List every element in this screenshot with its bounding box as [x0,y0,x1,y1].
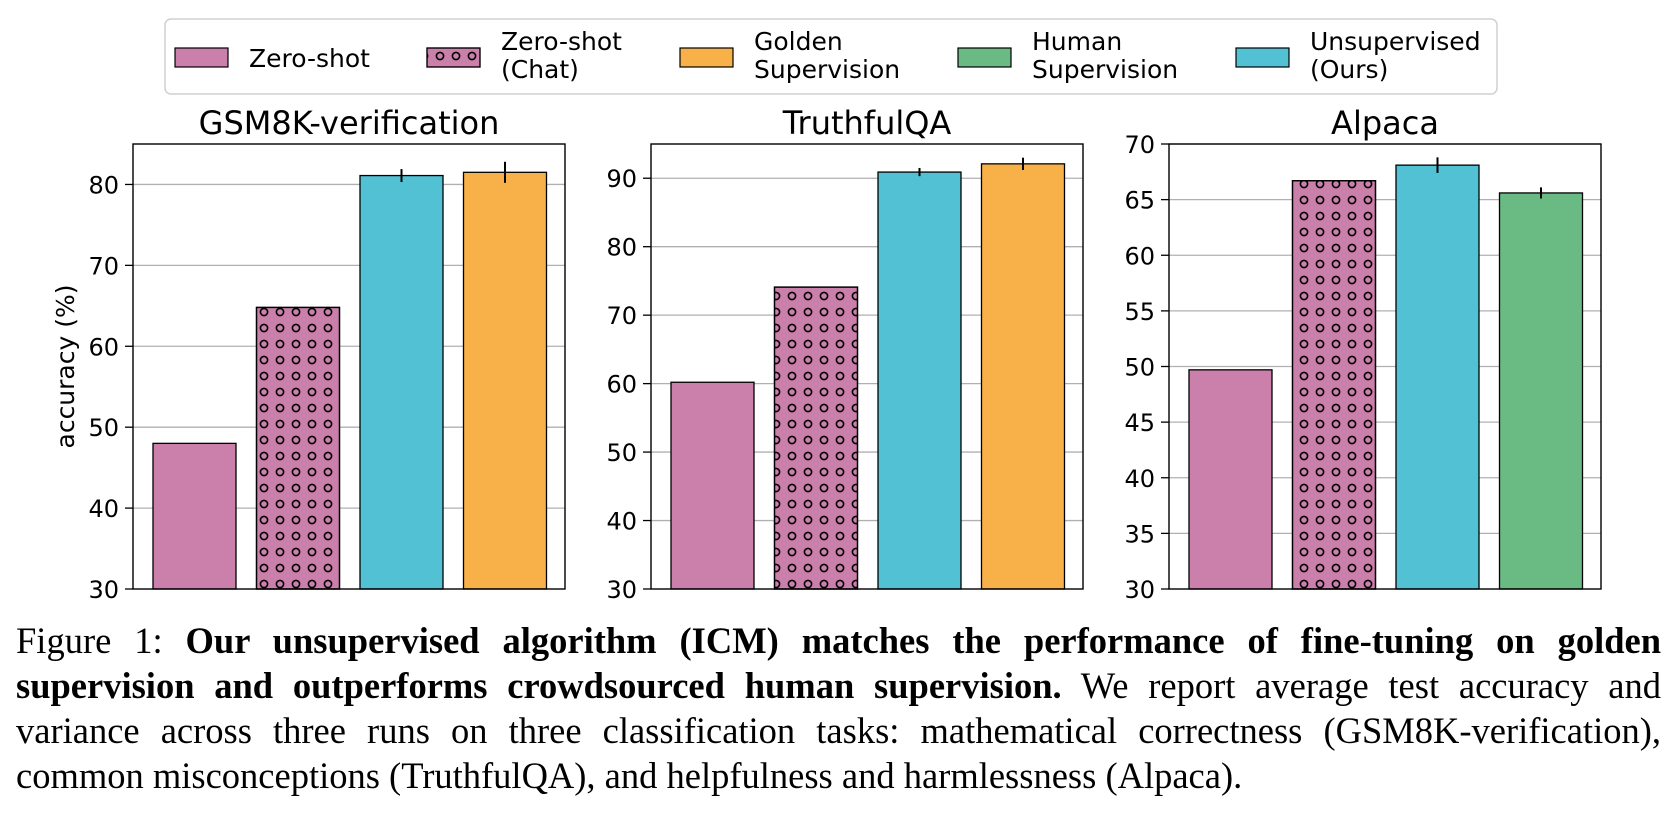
axes-frame [1168,143,1602,590]
chart-title: TruthfulQA [782,104,952,142]
axes-frame [650,143,1084,590]
bar-golden [980,163,1066,590]
y-tick-label: 70 [606,302,637,330]
caption-bold-text: Our unsupervised algorithm (ICM) matches… [16,620,1662,706]
y-tick-label: 80 [606,234,637,262]
bar-hatch-zero_shot_chat [1291,180,1377,590]
legend-frame [164,18,1498,95]
y-tick-label: 40 [1124,465,1155,493]
y-tick-label: 50 [88,414,119,442]
legend-label-golden-line2: Supervision [754,55,900,84]
legend-item-zero_shot: Zero-shot [174,44,370,73]
legend-swatch-unsupervised [1235,47,1290,68]
y-tick-label: 60 [88,333,119,361]
y-tick-label: 40 [88,495,119,523]
y-tick-label: 30 [1124,576,1155,604]
y-axis-label: accuracy (%) [51,284,80,448]
bar-golden [462,171,548,590]
bar-hatch-zero_shot_chat [255,306,341,590]
legend-label-human-line2: Supervision [1032,55,1178,84]
y-tick-label: 65 [1124,187,1155,215]
legend-swatch-zero_shot [174,47,229,68]
y-tick-label: 50 [1124,354,1155,382]
bar-zero_shot [670,381,755,590]
bar-human [1498,192,1584,590]
chart-title: Alpaca [1331,104,1439,142]
bar-unsupervised [1395,164,1480,590]
y-tick-label: 90 [606,165,637,193]
figure-chart: Zero-shot Zero-shot (Chat) Golden Supervisio… [51,18,1602,604]
y-tick-label: 60 [606,371,637,399]
y-tick-label: 70 [88,252,119,280]
chart-panel-2: 30 40 50 60 70 80 90 TruthfulQA [606,104,1084,604]
bar-hatch-zero_shot_chat [773,286,859,590]
y-tick-label: 50 [606,439,637,467]
y-tick-label: 30 [606,576,637,604]
caption-label: Figure 1: [16,620,163,661]
legend-item-unsupervised: Unsupervised(Ours) [1235,27,1481,84]
chart-panel-1: 30 40 50 60 70 80 GSM8K-verification accuracy (… [51,104,566,604]
y-tick-label: 45 [1124,409,1155,437]
figure-caption: Figure 1: Our unsupervised algorithm (IC… [16,618,1661,798]
legend-label-golden-line1: Golden [754,27,843,56]
legend-label-unsupervised-line1: Unsupervised [1310,27,1481,56]
legend-label-unsupervised-line2: (Ours) [1310,55,1388,84]
legend-swatch-golden [679,47,734,68]
bar-unsupervised [359,174,444,590]
y-tick-label: 70 [1124,131,1155,159]
legend-swatch-hatch-zero_shot_chat [426,47,481,68]
legend-label-zero_shot_chat-line2: (Chat) [501,55,579,84]
y-tick-label: 80 [88,171,119,199]
caption-body-text: We report average test accuracy and vari… [16,665,1662,796]
y-tick-label: 55 [1124,298,1155,326]
bar-zero_shot [152,442,237,590]
y-tick-label: 35 [1124,520,1155,548]
chart-title: GSM8K-verification [199,104,500,142]
axes-frame [132,143,566,590]
legend-item-zero_shot_chat: Zero-shot(Chat) [426,27,622,84]
chart-panel-3: 30 35 40 45 50 55 60 65 70 Alpaca [1124,104,1602,604]
chart-panels: 30 40 50 60 70 80 GSM8K-verification accuracy (… [51,104,1602,604]
bar-unsupervised [877,171,962,590]
y-tick-label: 40 [606,508,637,536]
legend-label-human-line1: Human [1032,27,1122,56]
legend-label-zero_shot_chat-line1: Zero-shot [501,27,622,56]
y-tick-label: 30 [88,576,119,604]
y-tick-label: 60 [1124,242,1155,270]
legend-label-zero_shot: Zero-shot [249,44,370,73]
bar-zero_shot [1188,369,1273,590]
legend: Zero-shotZero-shot(Chat)GoldenSupervisio… [164,18,1498,95]
legend-swatch-human [957,47,1012,68]
